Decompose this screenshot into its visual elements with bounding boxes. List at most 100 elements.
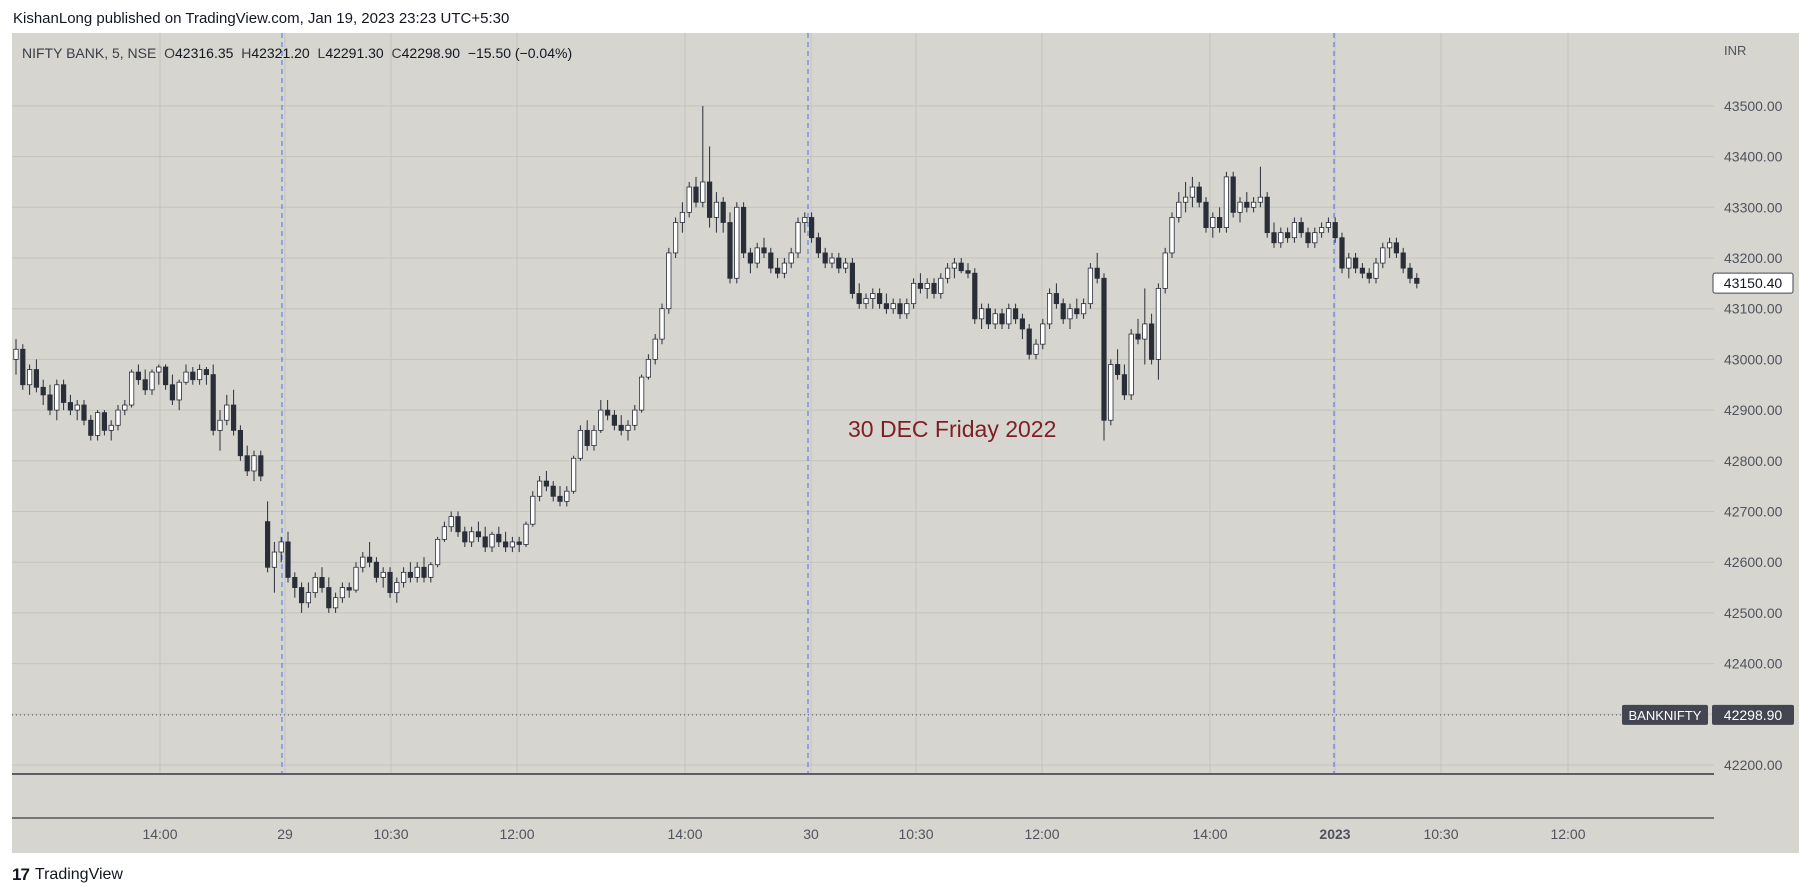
candle-body: [829, 257, 835, 264]
candle: [54, 379, 60, 421]
candle-body: [1223, 176, 1229, 228]
candle: [951, 258, 958, 279]
low-label: L: [317, 45, 326, 61]
candle: [339, 582, 346, 603]
candle-body: [795, 222, 801, 254]
candle: [1366, 268, 1372, 284]
candle-body: [1026, 328, 1032, 355]
candle: [795, 217, 801, 258]
y-tick-label: 43000.00: [1724, 351, 1783, 367]
candle: [400, 567, 407, 588]
candle-body: [462, 531, 468, 543]
candle: [1305, 227, 1311, 248]
candle-body: [1210, 217, 1216, 228]
candle-body: [1060, 303, 1066, 320]
candle: [1026, 323, 1032, 360]
candle-body: [1271, 232, 1277, 244]
candle-body: [992, 313, 998, 325]
chart-area[interactable]: [12, 33, 1799, 853]
candle-body: [176, 381, 182, 401]
candle-body: [1373, 262, 1379, 279]
candle: [1230, 171, 1236, 218]
candle-body: [1067, 308, 1073, 320]
candle: [67, 394, 73, 416]
candle: [210, 364, 216, 436]
candle-body: [1033, 343, 1039, 355]
candle: [1325, 217, 1331, 233]
x-tick-label: 14:00: [1192, 826, 1227, 842]
candle: [543, 470, 550, 492]
candle: [530, 491, 536, 527]
candle: [863, 293, 869, 309]
candle-body: [203, 369, 209, 376]
candle-body: [210, 374, 216, 431]
candle-body: [958, 262, 964, 272]
candle: [1196, 181, 1202, 208]
y-tick-label: 42400.00: [1724, 656, 1783, 672]
candle: [142, 369, 148, 395]
candle-body: [611, 414, 618, 426]
candle-body: [1346, 257, 1352, 269]
candle-body: [441, 526, 448, 540]
candle-body: [618, 424, 624, 431]
candle-body: [61, 384, 67, 403]
candle: [788, 247, 794, 269]
candle: [115, 405, 121, 431]
candle-body: [523, 523, 529, 545]
candle-body: [1149, 323, 1155, 360]
candle-body: [1244, 201, 1250, 208]
candle: [47, 384, 53, 416]
candle: [428, 562, 434, 583]
candle-body: [74, 404, 80, 411]
x-tick-label: 10:30: [1423, 826, 1458, 842]
candle: [224, 394, 230, 426]
candle-body: [720, 201, 726, 223]
publisher-text: KishanLong published on TradingView.com,…: [13, 10, 510, 27]
candle: [938, 273, 944, 299]
candle: [965, 263, 971, 279]
candle-body: [639, 376, 645, 411]
candle: [462, 526, 468, 547]
candle-body: [455, 516, 461, 533]
candle-body: [387, 571, 393, 594]
candle: [713, 192, 720, 233]
candle: [258, 450, 264, 482]
candle-body: [577, 429, 584, 459]
candle-body: [81, 404, 87, 421]
candle-body: [741, 206, 747, 254]
candle: [156, 364, 162, 385]
candle-body: [468, 531, 475, 543]
low-value: 42291.30: [325, 45, 384, 61]
candle-body: [1332, 222, 1338, 239]
brand-name: TradingView: [34, 866, 123, 883]
candle: [1380, 242, 1386, 269]
candle: [1094, 252, 1100, 284]
candle: [88, 415, 94, 441]
candle-body: [271, 551, 278, 568]
candle: [1414, 273, 1420, 289]
candle: [1081, 298, 1087, 319]
candle-body: [666, 252, 672, 310]
candle: [550, 481, 556, 502]
candle-body: [1393, 242, 1399, 254]
candle: [1339, 232, 1345, 274]
candle: [1210, 212, 1216, 238]
candle-body: [1128, 333, 1134, 396]
candle: [815, 232, 822, 258]
candle: [1087, 263, 1093, 309]
candle: [448, 511, 454, 532]
candle-body: [1359, 267, 1365, 274]
candle: [1407, 263, 1413, 284]
candle-body: [1217, 217, 1223, 228]
tradingview-brand[interactable]: 17 TradingView: [12, 865, 123, 885]
candle: [1237, 197, 1243, 223]
y-tick-label: 43400.00: [1724, 149, 1783, 165]
candle-body: [598, 409, 604, 431]
candle-body: [965, 270, 971, 274]
candle: [468, 526, 475, 547]
y-tick-label: 43100.00: [1724, 301, 1783, 317]
candle-body: [1074, 308, 1080, 315]
candle-body: [230, 404, 237, 431]
candle: [1128, 328, 1134, 400]
